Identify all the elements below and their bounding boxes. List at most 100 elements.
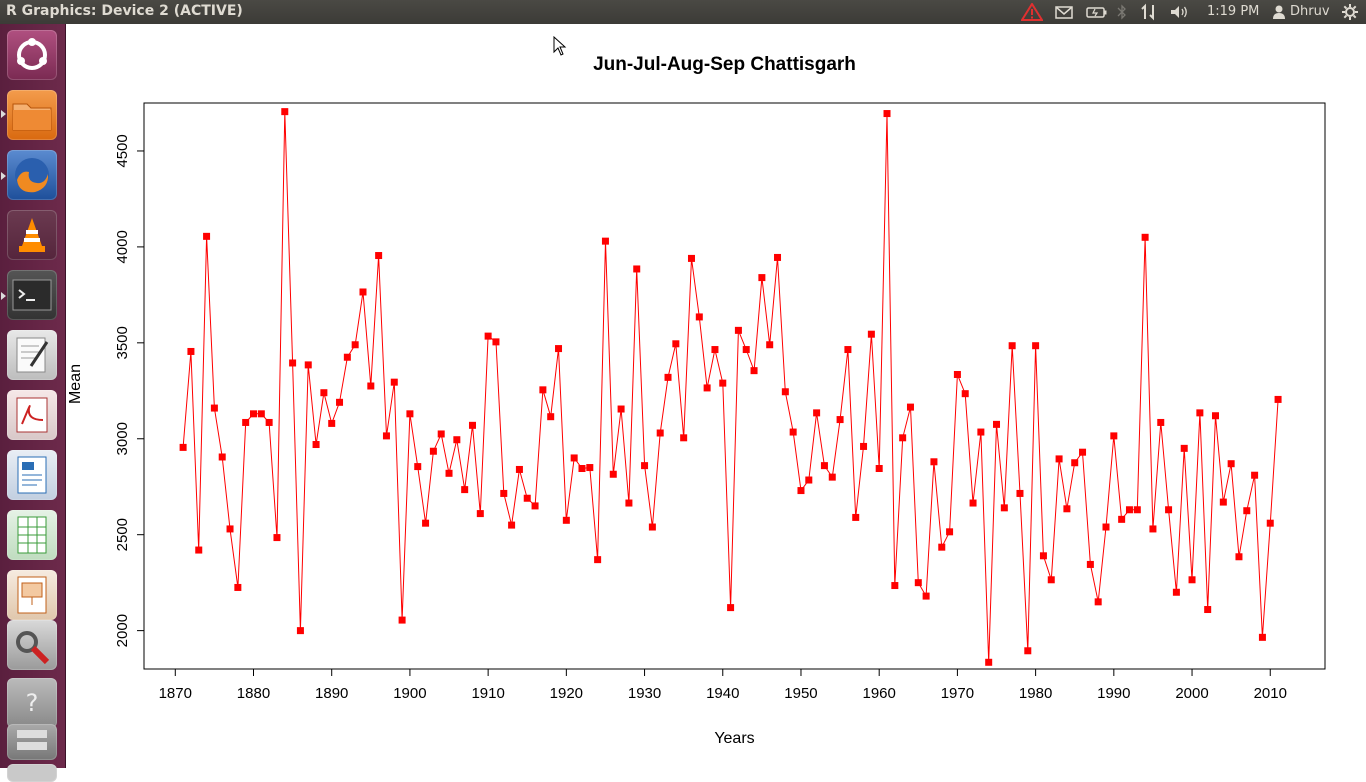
data-point [461,486,469,494]
data-point [1094,598,1102,606]
top-panel: R Graphics: Device 2 (ACTIVE) 1:19 PM Dh… [0,0,1366,24]
r-graphics-device: Jun-Jul-Aug-Sep Chattisgarh 1870 1880 1890 1… [66,24,1366,768]
data-point [727,604,735,612]
battery-icon[interactable] [1086,3,1108,21]
writer-button[interactable] [7,450,57,500]
running-indicator [1,110,6,118]
vlc-button[interactable] [7,210,57,260]
document-viewer-button[interactable] [7,390,57,440]
dash-home-button[interactable] [7,30,57,80]
data-point [813,409,821,417]
x-tick-label: 1950 [784,685,817,702]
user-name[interactable]: Dhruv [1290,4,1330,19]
data-point [320,389,328,397]
question-mark-icon: ? [26,689,39,717]
trash-button[interactable] [7,764,57,782]
writer-document-icon [17,456,47,494]
data-point [1125,506,1133,514]
terminal-icon [12,279,52,311]
system-settings-button[interactable] [7,620,57,670]
terminal-button[interactable] [7,270,57,320]
chart-title: Jun-Jul-Aug-Sep Chattisgarh [593,54,856,75]
data-point [422,519,430,527]
data-point [555,345,563,353]
data-point [922,592,930,600]
data-point [203,232,211,240]
data-point [687,254,695,262]
text-editor-icon [16,337,49,373]
series-line [182,111,1279,663]
data-point [328,419,336,427]
volume-icon[interactable] [1169,3,1191,21]
y-tick-label: 2000 [114,614,131,647]
data-point [390,378,398,386]
data-point [930,458,938,466]
data-point [883,110,891,118]
data-point [351,341,359,349]
y-tick-label: 4000 [114,230,131,263]
data-point [961,390,969,398]
data-point [844,346,852,354]
data-point [406,410,414,418]
data-point [1063,505,1071,513]
settings-wrench-icon [16,631,50,665]
network-icon[interactable] [1140,3,1158,21]
data-point [265,418,273,426]
x-tick-label: 1920 [550,685,583,702]
pdf-viewer-icon [16,397,48,433]
data-point [953,370,961,378]
y-tick-label: 3000 [114,422,131,455]
x-tick-label: 1870 [159,685,192,702]
y-tick-label: 4500 [114,134,131,167]
calc-button[interactable] [7,510,57,560]
x-tick-label: 1980 [1019,685,1052,702]
plot-canvas: Jun-Jul-Aug-Sep Chattisgarh 1870 1880 1890 1… [67,54,1326,747]
data-point [578,465,586,473]
x-tick-label: 1930 [628,685,661,702]
data-point [1251,471,1259,479]
data-point [179,443,187,451]
vlc-cone-icon [19,218,45,252]
data-point [195,546,203,554]
data-point [742,346,750,354]
text-editor-button[interactable] [7,330,57,380]
firefox-icon [15,158,49,193]
data-point [1102,523,1110,531]
mail-icon[interactable] [1054,3,1074,21]
spreadsheet-icon [17,516,47,554]
x-tick-label: 1940 [706,685,739,702]
data-point [273,534,281,542]
data-point [734,326,742,334]
data-point [719,379,727,387]
data-point [946,528,954,536]
data-point [641,462,649,470]
data-point [210,404,218,412]
data-point [398,616,406,624]
mouse-cursor [553,35,567,60]
firefox-button[interactable] [7,150,57,200]
clock[interactable]: 1:19 PM [1207,4,1260,19]
data-point [1149,525,1157,533]
files-button[interactable] [7,90,57,140]
y-tick-label: 2500 [114,518,131,551]
data-point [664,373,672,381]
data-point [1110,432,1118,440]
workspace-switcher-button[interactable] [7,724,57,760]
data-point [836,416,844,424]
data-point [1172,588,1180,596]
impress-button[interactable] [7,570,57,620]
data-point [1165,506,1173,514]
data-point [891,582,899,590]
window-title: R Graphics: Device 2 (ACTIVE) [6,3,243,19]
data-point [656,429,664,437]
x-axis-label: Years [714,730,754,747]
unknown-app-button[interactable]: ? [7,678,57,728]
data-point [249,410,257,418]
user-icon[interactable] [1272,3,1286,21]
data-point [711,346,719,354]
warning-icon[interactable] [1020,2,1044,21]
data-point [570,454,578,462]
data-point [906,403,914,411]
gear-icon[interactable] [1341,3,1359,21]
bluetooth-icon[interactable] [1116,3,1128,21]
